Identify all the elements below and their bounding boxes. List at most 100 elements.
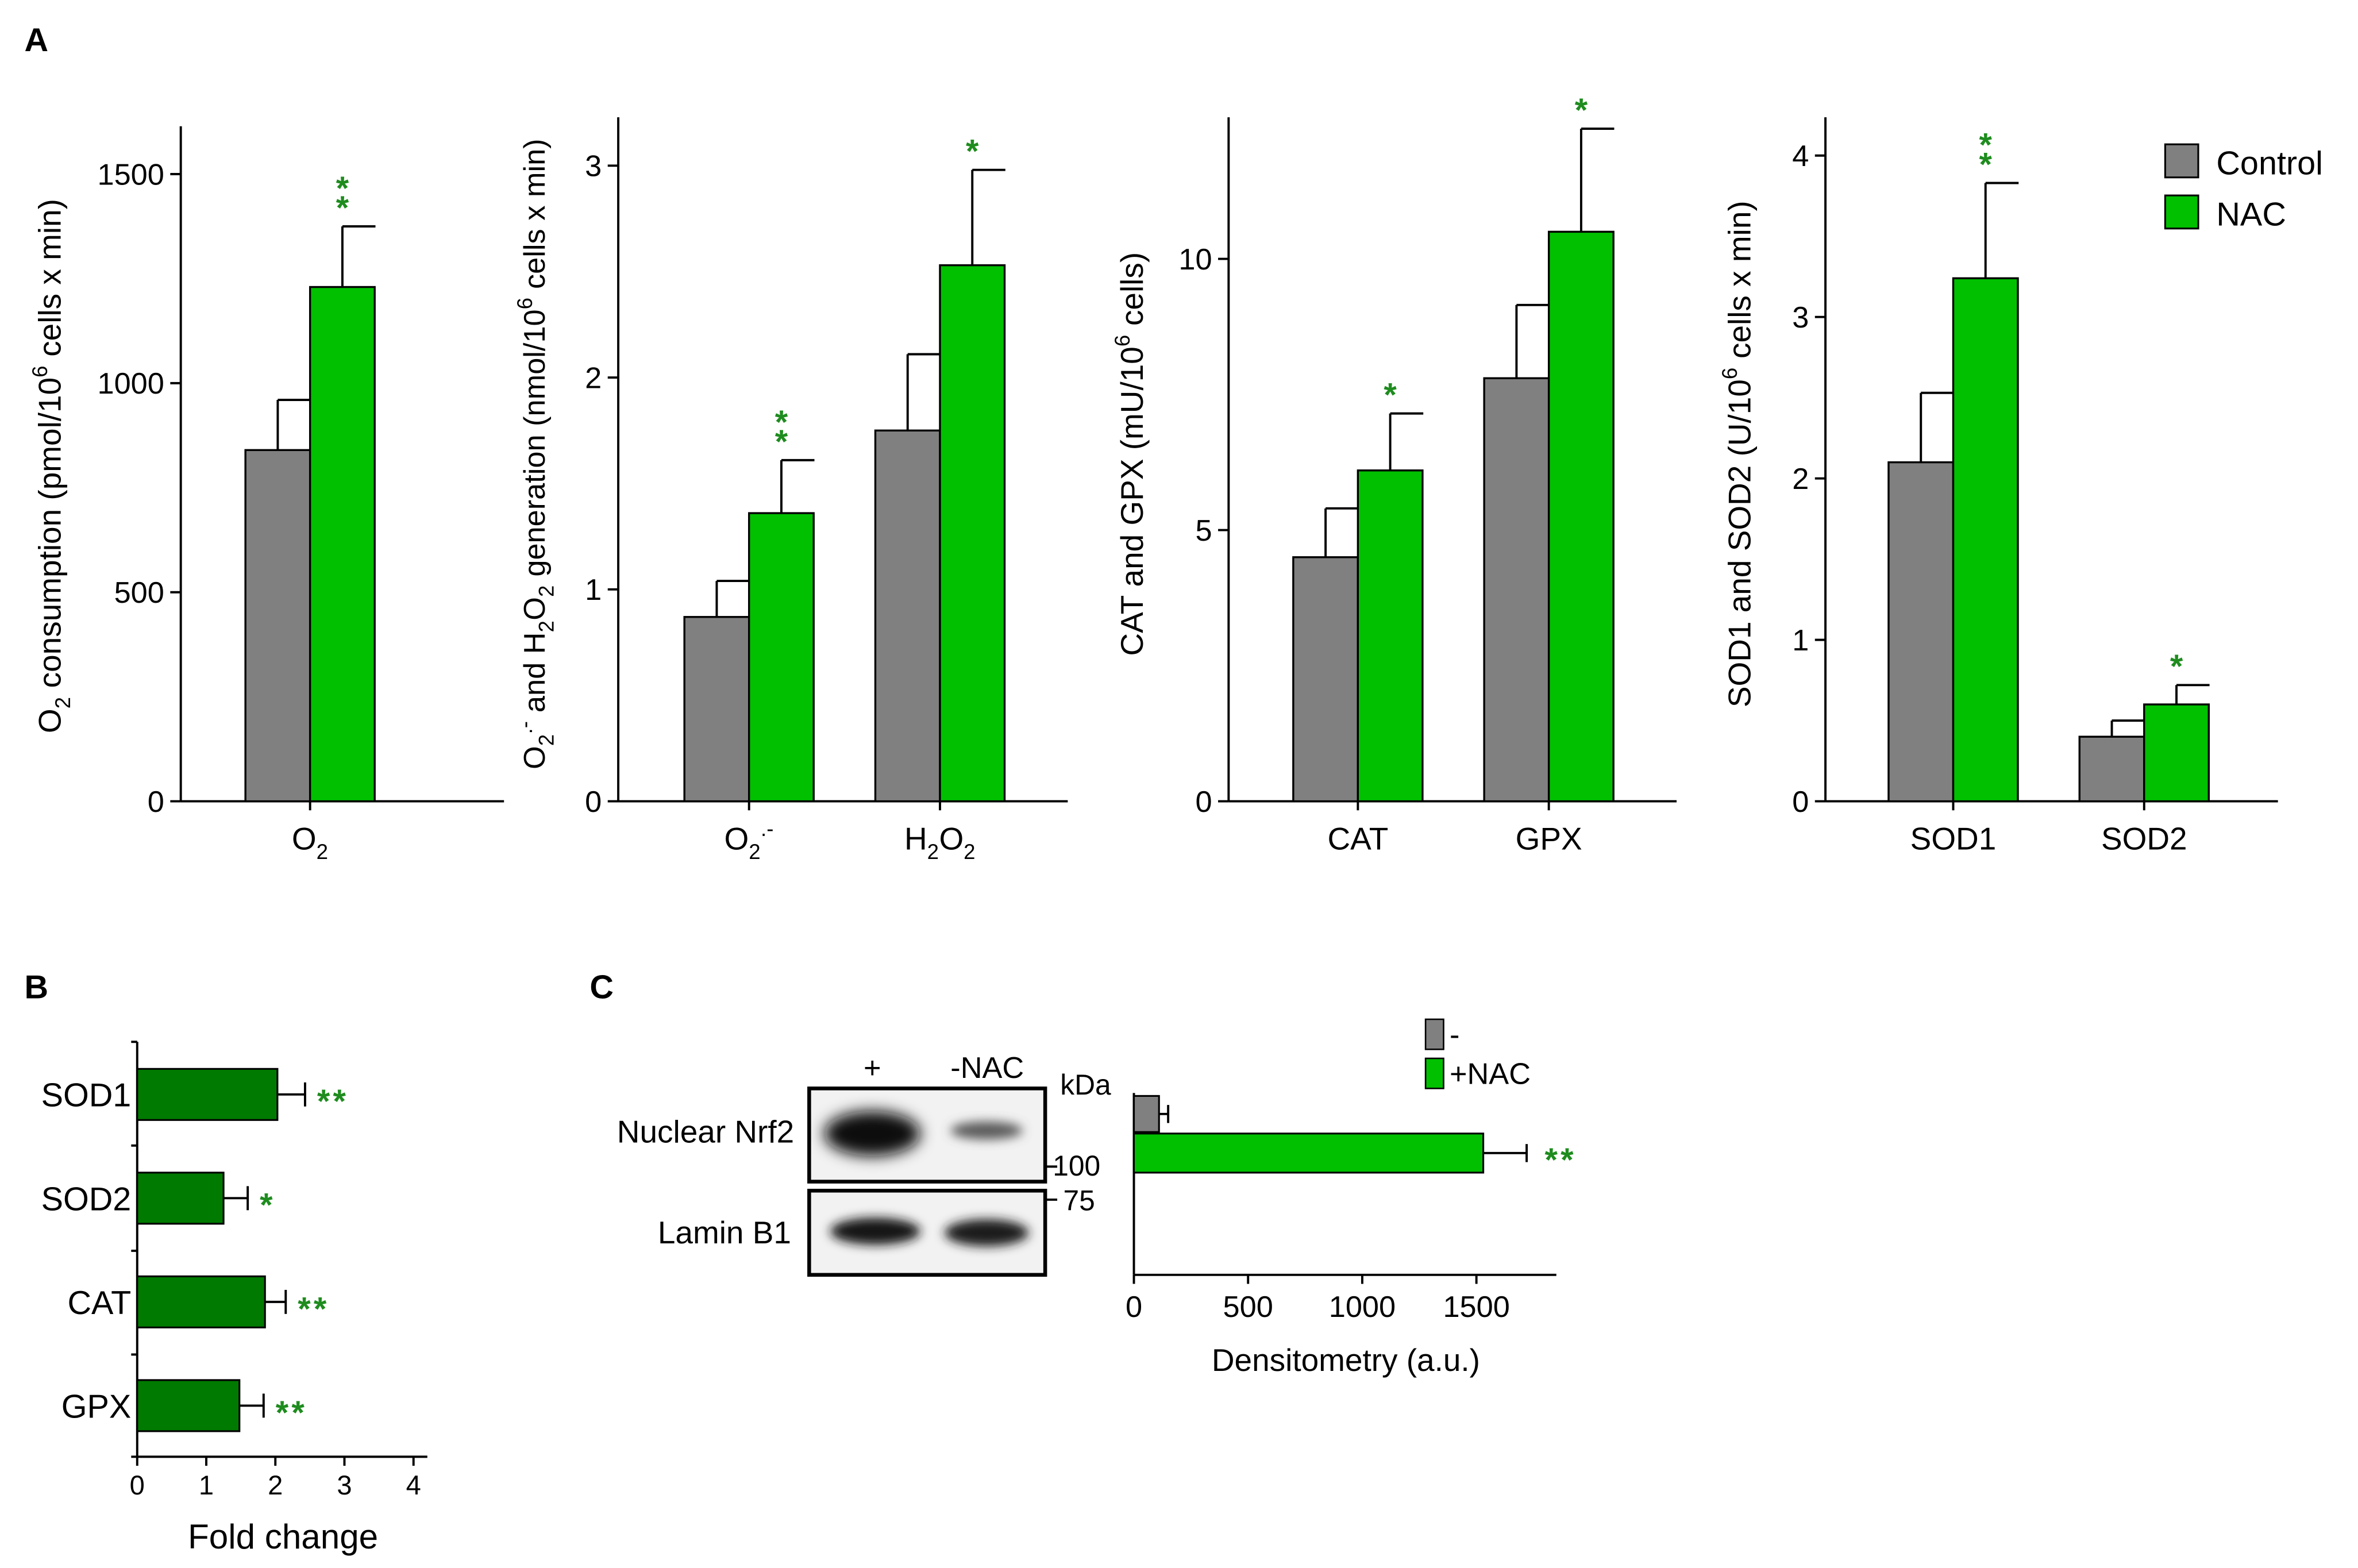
significance-stars: * [2170, 648, 2183, 685]
x-tick-label: CAT [1327, 820, 1388, 856]
bar-control [1132, 1095, 1160, 1133]
bar-control [244, 449, 311, 803]
text-segment: CAT and GPX (mU/10 [1114, 346, 1150, 656]
significance-stars: * [1384, 377, 1397, 414]
x-tick-label: H2 O2 [904, 820, 976, 863]
blot-row-label: Lamin B1 [658, 1215, 791, 1250]
kda-label: kDa [1060, 1069, 1111, 1101]
text-segment: 2 [749, 840, 760, 864]
bar-control [2078, 735, 2145, 803]
x-axis-label: Densitometry (a.u.) [1212, 1342, 1480, 1378]
marker-label: 75 [1064, 1184, 1095, 1216]
legend-label-nac: +NAC [1450, 1057, 1531, 1091]
text-segment: 2 [51, 697, 75, 708]
bar-nac [1952, 277, 2019, 803]
bar-control [1887, 461, 1955, 803]
bar-fold [136, 1275, 266, 1328]
bar-control [1483, 377, 1550, 803]
text-segment: 2 [964, 840, 975, 864]
x-tick-label: 1 [199, 1470, 214, 1500]
x-tick-label: SOD2 [2101, 820, 2187, 856]
y-tick-label: 3 [585, 150, 602, 183]
significance-stars: * [336, 190, 349, 226]
y-tick-label: 1 [1792, 624, 1809, 657]
x-tick-label: 1500 [1443, 1290, 1509, 1324]
y-tick-label: 0 [148, 785, 164, 819]
text-segment: SOD1 and SOD2 (U/10 [1721, 379, 1757, 707]
text-segment: 2 [927, 840, 939, 864]
y-tick-label: 10 [1178, 243, 1212, 276]
bar-control [1292, 556, 1359, 803]
significance-stars: * [775, 423, 788, 460]
significance-stars: ** [1544, 1142, 1576, 1178]
y-tick-label: 3 [1792, 301, 1809, 334]
bar-fold [136, 1172, 225, 1225]
significance-stars: * [775, 404, 788, 441]
x-tick-label: SOD1 [1910, 820, 1997, 856]
legend-swatch-control [1424, 1018, 1444, 1050]
bar-control [874, 429, 941, 803]
y-axis-label: O2 consumption (pmol/106 cells x min) [28, 199, 75, 733]
legend-label-control: Control [2216, 145, 2323, 182]
bar-nac [309, 286, 376, 803]
x-tick-label: 4 [406, 1470, 421, 1500]
bar-fold [136, 1068, 279, 1121]
significance-stars: * [336, 170, 349, 207]
band-laminb1-nac [944, 1219, 1029, 1247]
y-tick-label: 500 [114, 576, 164, 610]
bar-nac [2143, 703, 2210, 803]
text-segment: cells x min) [518, 138, 552, 297]
x-axis-label: Fold change [188, 1517, 378, 1556]
text-segment: cells) [1114, 252, 1150, 334]
bar-nac [1132, 1132, 1485, 1174]
text-segment: .- [761, 817, 773, 841]
lane-label: -NAC [950, 1051, 1024, 1085]
text-segment: and H [518, 633, 552, 721]
legend-swatch-nac [2164, 194, 2199, 230]
significance-stars: ** [298, 1290, 329, 1327]
significance-stars: * [966, 133, 979, 170]
text-segment: .- [513, 721, 537, 734]
text-segment: cells x min) [1721, 201, 1757, 367]
panel-label-a: A [25, 22, 49, 59]
y-tick-label: 0 [1195, 785, 1212, 819]
text-segment: 2 [317, 840, 328, 864]
y-tick-label: GPX [61, 1388, 132, 1425]
y-tick-label: 1500 [97, 158, 164, 191]
text-segment: 2 [535, 734, 558, 746]
legend-label-nac: NAC [2216, 196, 2286, 233]
text-segment: SOD1 [1910, 820, 1997, 856]
text-segment: H [904, 820, 927, 856]
text-segment: O [939, 820, 964, 856]
lane-label: + [864, 1051, 881, 1085]
densitometry-legend: - +NAC [1424, 1018, 1531, 1091]
chart-fold: 0 1 2 3 4 SOD1 ** SOD2 * CAT ** GPX ** Fold change [41, 1041, 427, 1556]
band-nrf2-control [824, 1111, 920, 1157]
bar-nac [748, 512, 815, 803]
legend: Control NAC [2164, 143, 2323, 233]
bar-fold [136, 1379, 241, 1432]
x-tick-label: 3 [337, 1470, 352, 1500]
panel-label-c: C [590, 969, 614, 1005]
y-tick-label: 1 [585, 573, 602, 607]
chart-densitometry: 0 500 1000 1500 ** Densitometry (a.u.) [1126, 1093, 1576, 1378]
chart-cat_gpx: 0 5 10 * CAT * GPX CAT and GPX (mU/106 cells) [1111, 92, 1677, 856]
y-tick-label: SOD2 [41, 1181, 132, 1218]
bar-nac [1547, 230, 1615, 803]
x-tick-label: 500 [1223, 1290, 1273, 1324]
bar-nac [939, 264, 1006, 803]
x-tick-label: 1000 [1329, 1290, 1396, 1324]
significance-stars: ** [317, 1083, 349, 1120]
legend-swatch-control [2164, 143, 2199, 179]
x-tick-label: 0 [130, 1470, 145, 1500]
y-tick-label: CAT [67, 1285, 131, 1322]
y-tick-label: 1000 [97, 367, 164, 400]
legend-label-control: - [1450, 1018, 1459, 1051]
significance-stars: * [1979, 146, 1993, 183]
text-segment: O [32, 708, 67, 733]
bar-nac [1357, 469, 1424, 803]
marker-label: 100 [1053, 1150, 1100, 1182]
